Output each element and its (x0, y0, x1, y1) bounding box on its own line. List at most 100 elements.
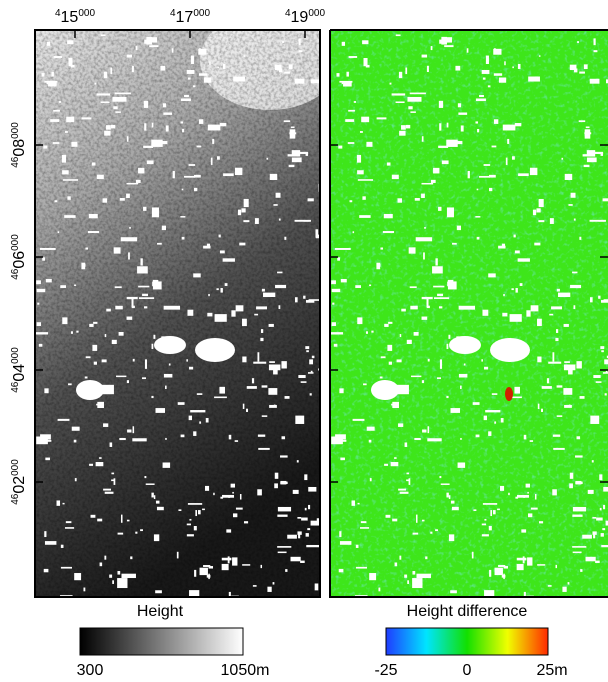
gap (598, 296, 600, 299)
gap (489, 526, 492, 530)
gap (367, 427, 375, 431)
gap (468, 171, 470, 178)
gap (243, 220, 249, 222)
gap (42, 257, 45, 260)
gap (281, 361, 286, 368)
gap (180, 121, 183, 123)
gap (604, 359, 608, 364)
gap (537, 357, 541, 363)
gap (106, 125, 111, 130)
gap (592, 460, 594, 462)
gap (139, 297, 154, 299)
gap (492, 393, 498, 395)
gap (524, 435, 527, 440)
gap (260, 338, 263, 341)
gap (422, 55, 428, 58)
gap (187, 524, 191, 526)
gap (221, 288, 223, 293)
gap (573, 507, 586, 511)
gap (284, 72, 290, 74)
gap (269, 361, 275, 363)
gap (568, 204, 572, 206)
gap (556, 565, 558, 568)
gap (189, 519, 191, 521)
gap (277, 272, 282, 274)
gap (293, 490, 299, 494)
gap (187, 310, 193, 316)
gap (222, 564, 229, 570)
gap (115, 111, 120, 113)
gap (198, 49, 206, 55)
gap (605, 393, 607, 395)
gap (277, 515, 287, 517)
gap (169, 363, 171, 365)
gap (603, 198, 608, 201)
gap (63, 503, 65, 505)
gap (413, 533, 419, 535)
gap (207, 313, 212, 317)
gap (233, 513, 237, 517)
gap (130, 556, 132, 559)
gap (601, 350, 604, 352)
gap (360, 131, 363, 133)
gap (371, 331, 373, 333)
gap (366, 142, 372, 147)
gap (550, 218, 554, 224)
gap (163, 112, 172, 114)
gap (43, 146, 47, 149)
gap (371, 380, 399, 400)
gap (96, 404, 100, 406)
gap (65, 527, 74, 529)
gap (243, 404, 245, 409)
gap (203, 246, 210, 249)
gap (392, 175, 399, 179)
gap (421, 183, 433, 185)
gap (156, 501, 160, 504)
gap (428, 359, 430, 362)
gap (406, 473, 409, 475)
gap (45, 458, 50, 461)
gap (601, 533, 604, 537)
gap (133, 359, 135, 362)
gap (129, 227, 131, 229)
gap (37, 303, 39, 305)
gap (105, 334, 107, 337)
gap (112, 97, 126, 102)
gap (494, 421, 496, 423)
gap (274, 483, 278, 488)
gap (343, 82, 352, 87)
gap (423, 252, 425, 259)
gap (114, 478, 116, 485)
gap (144, 476, 146, 478)
gap (278, 507, 291, 511)
gap (439, 306, 442, 308)
gap (444, 39, 446, 42)
gap (495, 568, 503, 575)
gap (304, 474, 307, 480)
gap (596, 518, 603, 521)
gap (119, 438, 125, 440)
gap (236, 305, 244, 311)
gap (584, 165, 590, 167)
gap (273, 204, 277, 206)
gap (386, 515, 391, 518)
gap (147, 160, 154, 164)
gap (362, 40, 368, 44)
gap (359, 215, 370, 218)
gap (387, 162, 391, 165)
gap (394, 457, 397, 459)
gap (275, 65, 282, 70)
gap (146, 483, 155, 485)
gap (437, 294, 443, 296)
gap (350, 200, 353, 202)
gap (508, 493, 510, 495)
gap (449, 534, 454, 541)
gap (166, 125, 169, 131)
gap (240, 494, 242, 500)
gap (331, 280, 336, 284)
gap (261, 565, 263, 568)
gap (492, 146, 497, 148)
tick-label-tail: 000 (308, 8, 325, 19)
gap (577, 41, 579, 43)
gap (407, 97, 421, 102)
